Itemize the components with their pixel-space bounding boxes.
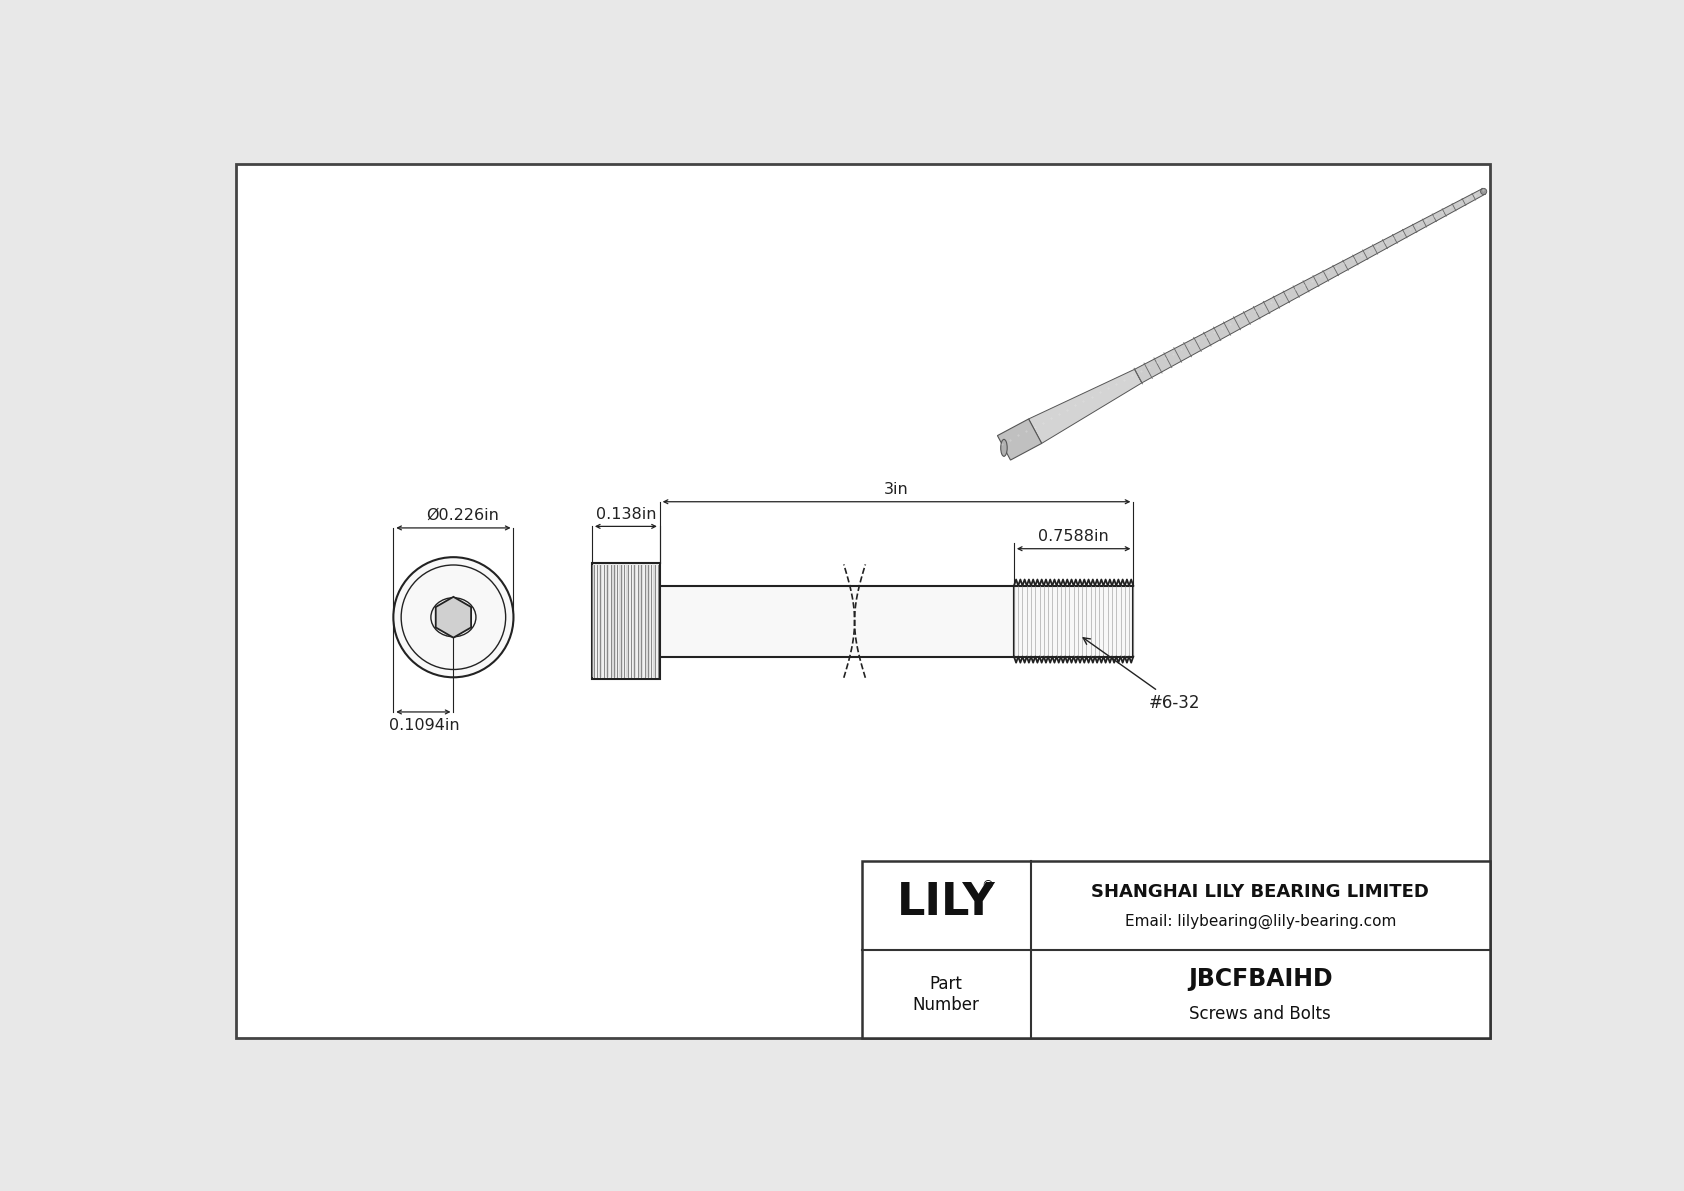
Bar xyxy=(633,565,637,678)
Ellipse shape xyxy=(1480,188,1487,194)
Bar xyxy=(593,563,660,679)
Circle shape xyxy=(394,557,514,678)
Text: JBCFBAIHD: JBCFBAIHD xyxy=(1187,967,1332,991)
Bar xyxy=(1014,586,1133,656)
Bar xyxy=(640,565,643,678)
Bar xyxy=(626,565,630,678)
Bar xyxy=(613,565,616,678)
Text: LILY: LILY xyxy=(898,881,995,924)
Text: 0.1094in: 0.1094in xyxy=(389,717,460,732)
Bar xyxy=(653,565,657,678)
Bar xyxy=(620,565,623,678)
Polygon shape xyxy=(1029,369,1142,443)
Polygon shape xyxy=(997,419,1042,460)
Bar xyxy=(660,586,1014,656)
Text: Email: lilybearing@lily-bearing.com: Email: lilybearing@lily-bearing.com xyxy=(1125,913,1396,929)
Ellipse shape xyxy=(1000,439,1007,456)
Text: 0.138in: 0.138in xyxy=(596,506,657,522)
Text: Part
Number: Part Number xyxy=(913,974,980,1014)
Text: #6-32: #6-32 xyxy=(1083,637,1201,712)
Bar xyxy=(647,565,650,678)
Bar xyxy=(606,565,610,678)
Bar xyxy=(600,565,603,678)
Polygon shape xyxy=(1135,188,1485,382)
Polygon shape xyxy=(436,597,472,637)
Bar xyxy=(593,565,596,678)
Text: Screws and Bolts: Screws and Bolts xyxy=(1189,1005,1332,1023)
Text: Ø0.226in: Ø0.226in xyxy=(426,509,498,523)
Text: ®: ® xyxy=(982,879,994,892)
Text: 3in: 3in xyxy=(884,482,909,497)
Text: 0.7588in: 0.7588in xyxy=(1039,529,1110,544)
Bar xyxy=(862,861,1490,1039)
Text: SHANGHAI LILY BEARING LIMITED: SHANGHAI LILY BEARING LIMITED xyxy=(1091,884,1430,902)
